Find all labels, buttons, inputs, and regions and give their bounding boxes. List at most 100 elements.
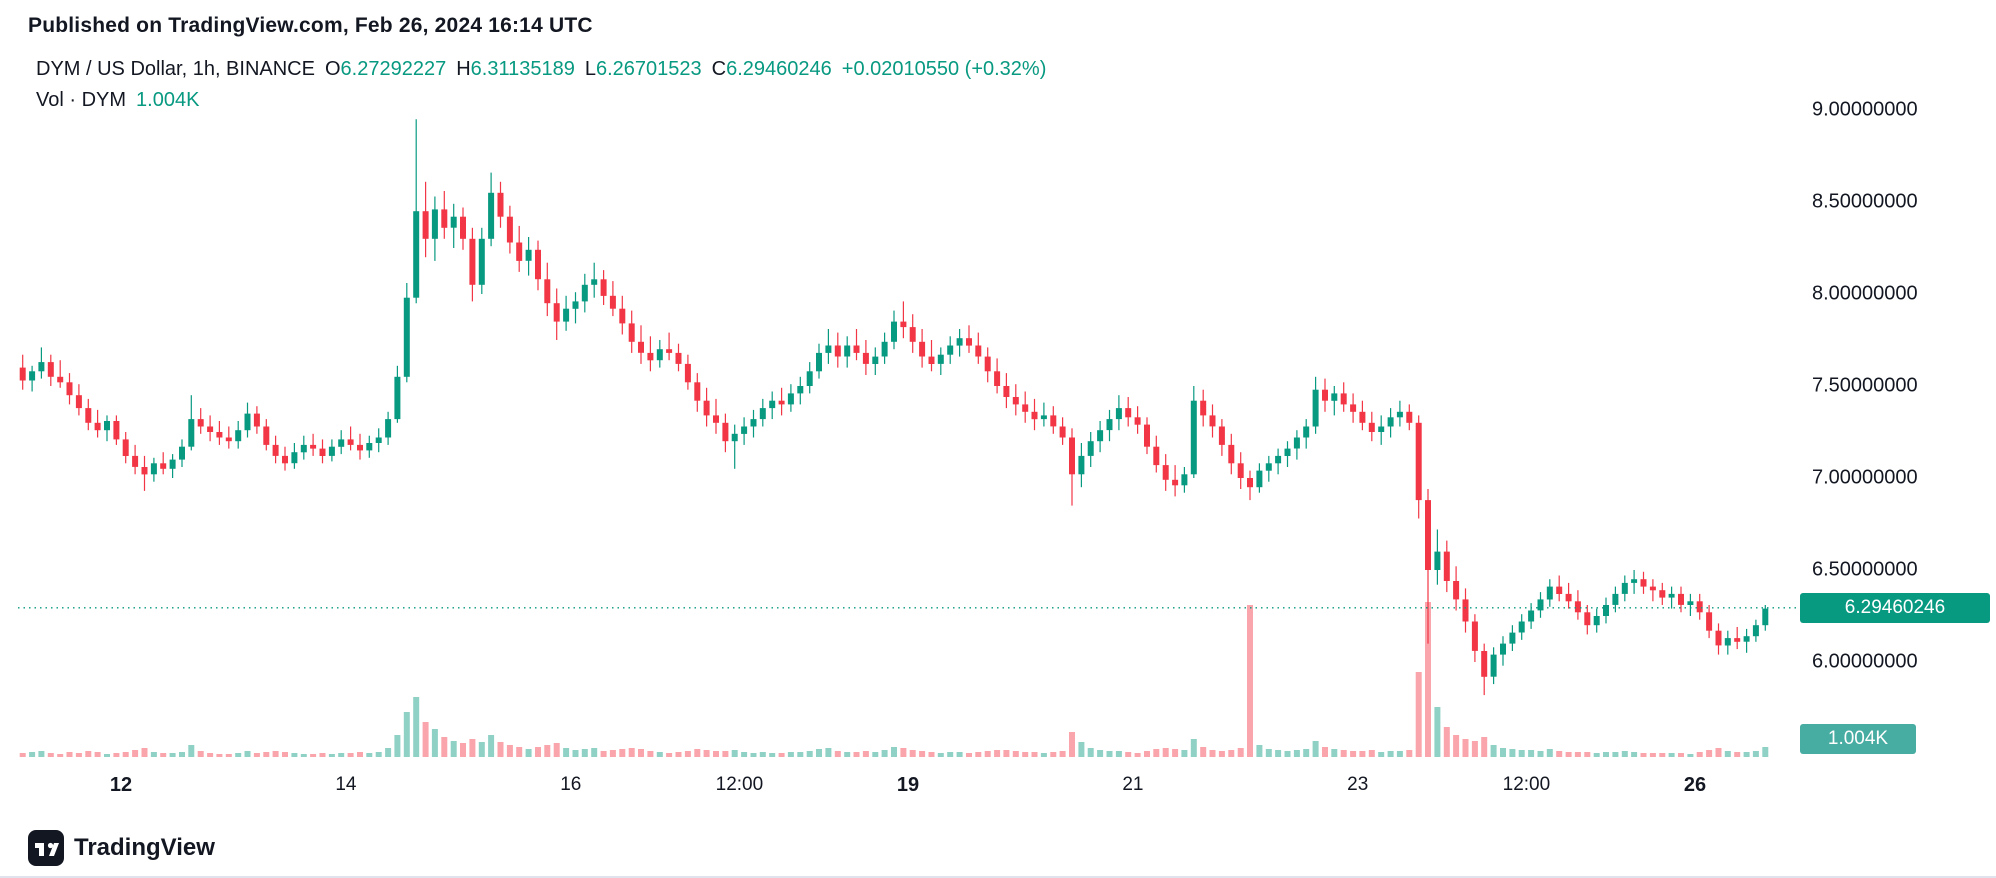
- candle-body: [816, 352, 822, 372]
- volume-label: Vol · DYM: [36, 89, 127, 111]
- candle-body: [1387, 417, 1394, 427]
- candle-body: [1172, 479, 1179, 486]
- volume-bar: [1378, 752, 1385, 757]
- volume-bar: [1284, 751, 1291, 757]
- ohlc-high-value: 6.31135189: [470, 58, 575, 80]
- volume-bar: [207, 753, 214, 757]
- candle-body: [132, 455, 139, 467]
- volume-bar: [141, 748, 148, 757]
- volume-bar: [328, 754, 335, 757]
- candle-body: [928, 356, 935, 364]
- candle-body: [1593, 616, 1600, 626]
- candle-body: [722, 422, 729, 442]
- time-scale-label: 12: [109, 774, 133, 796]
- volume-bar: [928, 752, 935, 757]
- ohlc-low: L6.26701523: [585, 58, 702, 81]
- candle-body: [1322, 389, 1328, 401]
- volume-bar: [900, 748, 907, 757]
- candle-body: [1031, 411, 1038, 420]
- volume-bar: [1125, 752, 1132, 757]
- volume-bar: [431, 729, 438, 757]
- volume-bar: [553, 743, 560, 757]
- volume-bar: [1509, 749, 1516, 757]
- change-value: +0.02010550 (+0.32%): [841, 58, 1047, 80]
- ohlc-open-letter: O: [324, 58, 341, 80]
- volume-bar: [1612, 752, 1619, 757]
- volume-bar: [966, 753, 972, 757]
- volume-bar: [169, 753, 176, 757]
- candle-body: [1537, 599, 1544, 611]
- volume-bar: [366, 753, 373, 757]
- candle-body: [1481, 651, 1488, 677]
- tradingview-brand-link[interactable]: TradingView: [28, 830, 215, 866]
- candle-body: [1715, 630, 1722, 646]
- volume-bar: [1247, 605, 1253, 757]
- candle-body: [1125, 408, 1132, 418]
- candle-body: [759, 408, 766, 420]
- ohlc-high-letter: H: [456, 58, 471, 80]
- candle-body: [581, 284, 588, 302]
- volume-bar: [909, 750, 916, 757]
- volume-bar: [94, 752, 101, 757]
- volume-bar: [19, 753, 26, 757]
- volume-bar: [1603, 752, 1609, 757]
- volume-bar: [506, 745, 513, 757]
- candle-body: [216, 432, 223, 438]
- volume-bar: [1115, 751, 1122, 757]
- volume-bar: [525, 749, 532, 757]
- volume-bar: [132, 750, 139, 757]
- candle-body: [675, 352, 682, 364]
- candle-body: [310, 444, 317, 449]
- time-scale-label: 21: [1122, 774, 1144, 795]
- volume-bar: [403, 712, 410, 757]
- ohlc-low-letter: L: [584, 58, 596, 80]
- time-scale-label: 16: [560, 774, 582, 795]
- volume-bar: [413, 697, 420, 757]
- price-scale-label: 6.00000000: [1812, 650, 1918, 673]
- candle-body: [1200, 400, 1207, 416]
- candle-body: [160, 463, 167, 469]
- volume-bar: [994, 750, 1001, 757]
- volume-bar: [1584, 752, 1591, 757]
- volume-bar: [1471, 741, 1478, 757]
- candle-body: [1078, 455, 1085, 475]
- volume-bar: [656, 752, 663, 757]
- candle-body: [844, 345, 851, 357]
- candle-body: [1425, 500, 1431, 570]
- candle-body: [966, 338, 972, 346]
- candle-body: [984, 356, 991, 372]
- volume-bar: [385, 748, 392, 757]
- volume-bar: [1069, 732, 1075, 757]
- volume-bar: [253, 753, 260, 757]
- candle-body: [450, 216, 457, 228]
- candle-body: [319, 448, 326, 456]
- candle-body: [1762, 608, 1769, 626]
- volume-bar: [85, 751, 92, 757]
- candle-body: [1247, 478, 1253, 488]
- volume-bar: [1303, 749, 1310, 757]
- volume-bar: [638, 749, 644, 757]
- volume-bar: [834, 751, 841, 757]
- candle-body: [403, 297, 410, 377]
- candle-body: [478, 238, 485, 285]
- candle-body: [572, 301, 579, 309]
- volume-bar: [675, 752, 682, 757]
- candle-body: [469, 238, 476, 285]
- candle-body: [1434, 551, 1441, 570]
- ohlc-close: C6.29460246: [712, 58, 832, 81]
- candle-body: [825, 345, 832, 353]
- candle-body: [881, 341, 888, 357]
- candle-body: [1115, 408, 1122, 420]
- candle-body: [1696, 601, 1703, 613]
- volume-bar: [891, 747, 897, 757]
- candle-body: [750, 419, 757, 427]
- volume-bar: [862, 751, 869, 757]
- candle-body: [619, 308, 626, 324]
- volume-bar: [1368, 750, 1375, 757]
- candle-body: [1087, 441, 1094, 456]
- volume-bar: [816, 749, 822, 757]
- volume-bar: [1322, 747, 1328, 757]
- volume-bar: [1022, 752, 1029, 757]
- volume-bar: [1228, 750, 1235, 757]
